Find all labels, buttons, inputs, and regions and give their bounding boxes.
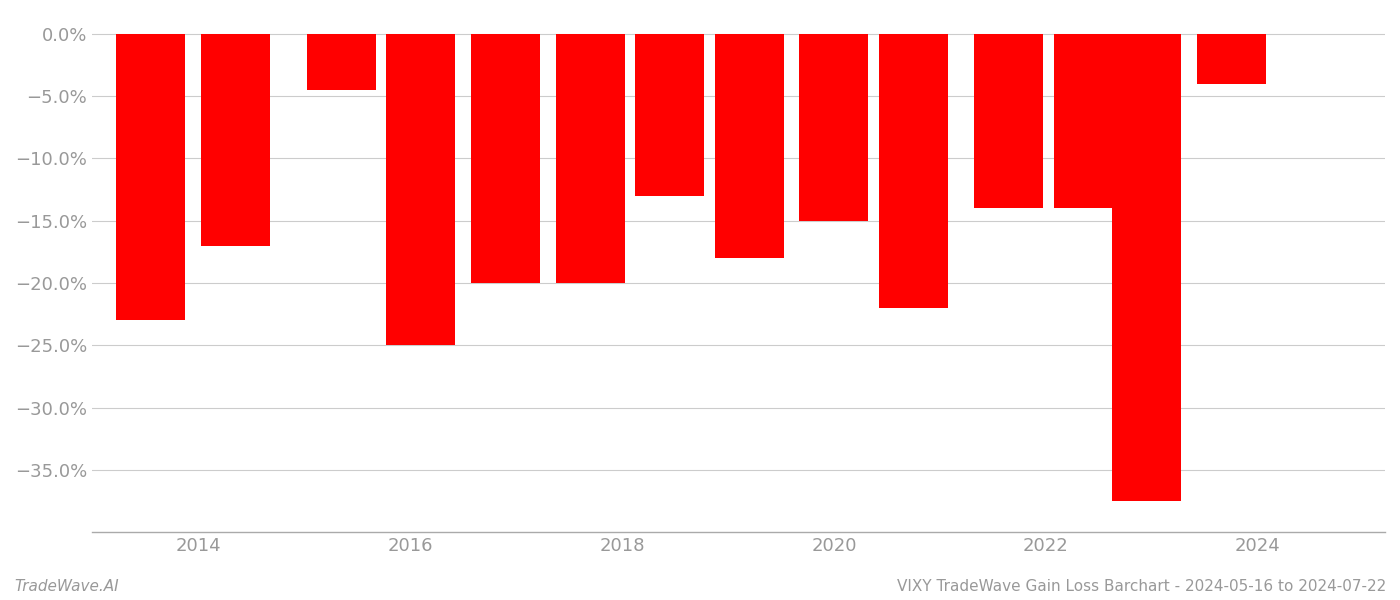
Bar	[1054, 34, 1123, 208]
Bar	[200, 34, 270, 245]
Bar	[636, 34, 704, 196]
Bar	[879, 34, 948, 308]
Bar	[470, 34, 540, 283]
Bar	[116, 34, 185, 320]
Text: VIXY TradeWave Gain Loss Barchart - 2024-05-16 to 2024-07-22: VIXY TradeWave Gain Loss Barchart - 2024…	[897, 579, 1386, 594]
Bar	[974, 34, 1043, 208]
Bar	[1112, 34, 1182, 501]
Bar	[715, 34, 784, 258]
Bar	[799, 34, 868, 221]
Text: TradeWave.AI: TradeWave.AI	[14, 579, 119, 594]
Bar	[556, 34, 624, 283]
Bar	[386, 34, 455, 345]
Bar	[307, 34, 375, 90]
Bar	[1197, 34, 1266, 83]
